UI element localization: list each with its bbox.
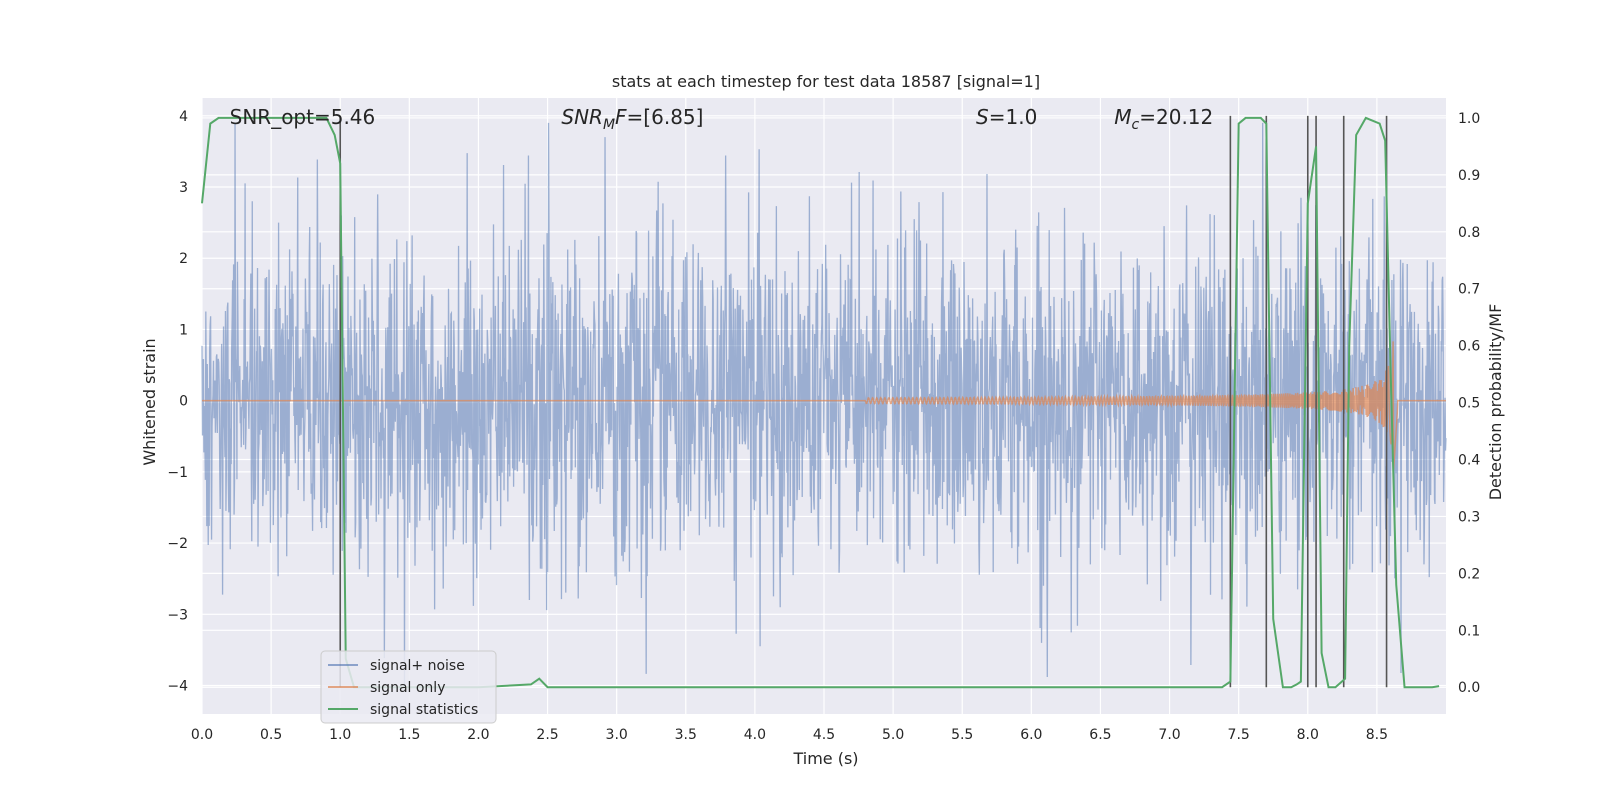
annotation-text: S=1.0 bbox=[976, 105, 1037, 129]
x-tick-label: 0.0 bbox=[191, 727, 213, 743]
y2-tick-label: 0.7 bbox=[1458, 282, 1480, 298]
y-tick-label: −3 bbox=[167, 607, 188, 623]
legend-label: signal+ noise bbox=[370, 658, 465, 674]
x-tick-label: 1.0 bbox=[329, 727, 351, 743]
legend: signal+ noise signal only signal statistic… bbox=[320, 650, 497, 724]
x-tick-label: 6.5 bbox=[1089, 727, 1111, 743]
y2-tick-label: 0.1 bbox=[1458, 623, 1480, 639]
x-tick-label: 2.0 bbox=[467, 727, 489, 743]
x-tick-label: 5.5 bbox=[951, 727, 973, 743]
annotation-text: Mc=20.12 bbox=[1114, 105, 1213, 133]
y2-tick-label: 0.2 bbox=[1458, 566, 1480, 582]
annotation-text: SNR_opt=5.46 bbox=[230, 105, 376, 129]
chart-title: stats at each timestep for test data 185… bbox=[612, 72, 1040, 91]
x-tick-label: 2.5 bbox=[536, 727, 558, 743]
x-tick-label: 4.5 bbox=[813, 727, 835, 743]
x-tick-label: 1.5 bbox=[398, 727, 420, 743]
y-tick-label: 3 bbox=[179, 180, 188, 196]
y2-tick-label: 0.8 bbox=[1458, 225, 1480, 241]
y-axis-label: Whitened strain bbox=[140, 338, 159, 465]
y-tick-label: 2 bbox=[179, 251, 188, 267]
y-tick-label: 4 bbox=[179, 109, 188, 125]
x-tick-label: 3.5 bbox=[675, 727, 697, 743]
y2-tick-label: 0.0 bbox=[1458, 680, 1480, 696]
legend-label: signal only bbox=[370, 680, 445, 696]
y2-axis-label: Detection probability/MF bbox=[1486, 304, 1505, 501]
x-tick-label: 7.0 bbox=[1158, 727, 1180, 743]
legend-box bbox=[320, 650, 497, 724]
y2-tick-label: 1.0 bbox=[1458, 111, 1480, 127]
y2-tick-label: 0.3 bbox=[1458, 509, 1480, 525]
y2-tick-label: 0.4 bbox=[1458, 453, 1480, 469]
series-signal-only bbox=[202, 341, 1446, 470]
x-axis-label: Time (s) bbox=[792, 749, 858, 768]
annotation-text: SNRMF=[6.85] bbox=[561, 105, 703, 133]
x-tick-label: 8.5 bbox=[1366, 727, 1388, 743]
x-tick-label: 0.5 bbox=[260, 727, 282, 743]
y2-tick-label: 0.9 bbox=[1458, 168, 1480, 184]
y-tick-label: −1 bbox=[167, 465, 188, 481]
x-tick-label: 3.0 bbox=[606, 727, 628, 743]
x-tick-label: 5.0 bbox=[882, 727, 904, 743]
x-tick-label: 7.5 bbox=[1228, 727, 1250, 743]
y-tick-label: −4 bbox=[167, 679, 188, 695]
x-tick-label: 4.0 bbox=[744, 727, 766, 743]
x-tick-label: 6.0 bbox=[1020, 727, 1042, 743]
y2-tick-label: 0.6 bbox=[1458, 339, 1480, 355]
y-tick-label: 0 bbox=[179, 394, 188, 410]
y2-tick-label: 0.5 bbox=[1458, 396, 1480, 412]
legend-label: signal statistics bbox=[370, 702, 478, 718]
y-tick-label: 1 bbox=[179, 322, 188, 338]
x-tick-label: 8.0 bbox=[1297, 727, 1319, 743]
y-tick-label: −2 bbox=[167, 536, 188, 552]
